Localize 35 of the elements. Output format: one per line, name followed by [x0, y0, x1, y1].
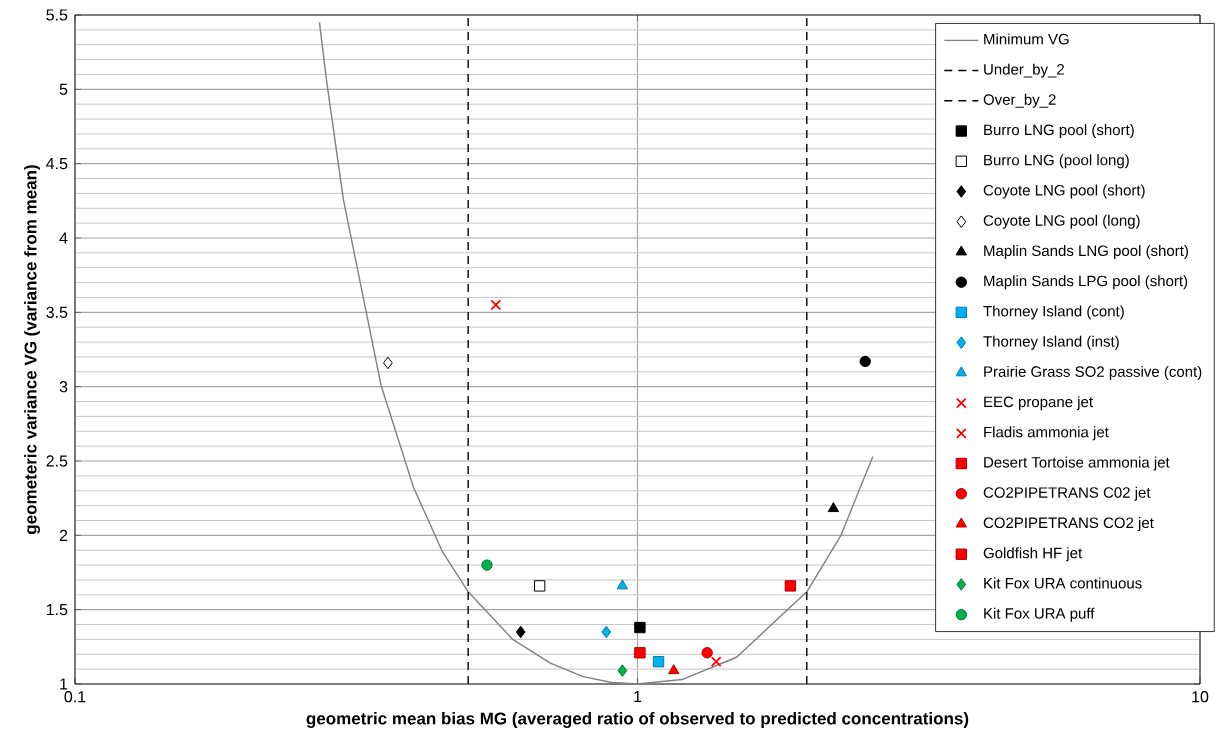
y-tick-label: 5	[59, 83, 68, 95]
legend-label: Fladis ammonia jet	[984, 426, 1109, 441]
legend-label: Thorney Island (inst)	[983, 335, 1119, 350]
y-tick-label: 5.5	[46, 9, 68, 21]
legend-label: Thorney Island (cont)	[983, 305, 1124, 320]
legend-label: Minimum VG	[984, 33, 1069, 45]
legend-label: Goldfish HF jet	[983, 547, 1083, 562]
legend-label: CO2PIPETRANS C02 jet	[983, 486, 1151, 501]
x-axis-title: geometric mean bias MG (averaged ratio of observed to predicted concentrations)	[306, 712, 969, 728]
x-tick-label: 0.1	[64, 691, 86, 703]
legend-label: Maplin Sands LNG pool (short)	[984, 245, 1188, 260]
legend-label: Under_by_2	[984, 63, 1064, 78]
legend-label: Kit Fox URA puff	[984, 607, 1095, 622]
y-tick-label: 3	[59, 380, 68, 393]
legend-label: Over_by_2	[983, 93, 1056, 108]
y-tick-label: 1.5	[46, 604, 68, 616]
y-axis-title: geometeric variance VG (variance from mean)	[24, 165, 41, 535]
y-tick-label: 1	[60, 678, 68, 690]
legend-label: Burro LNG pool (short)	[984, 124, 1134, 139]
y-tick-label: 2.5	[46, 455, 68, 467]
legend-label: Coyote LNG pool (long)	[983, 214, 1140, 229]
legend-label: Desert Tortoise ammonia jet	[984, 456, 1170, 471]
legend-label: CO2PIPETRANS CO2 jet	[983, 517, 1154, 532]
y-tick-label: 3.5	[46, 306, 68, 318]
y-tick-label: 4.5	[46, 158, 68, 170]
legend-label: Burro LNG (pool long)	[984, 154, 1129, 169]
x-tick-label: 1	[634, 691, 642, 703]
y-tick-label: 4	[59, 232, 68, 244]
legend-label: Kit Fox URA continuous	[984, 577, 1142, 589]
legend-label: EEC propane jet	[984, 396, 1093, 411]
y-tick-label: 2	[59, 529, 68, 541]
legend-label: Maplin Sands LPG pool (short)	[984, 275, 1188, 290]
x-tick-label: 10	[1192, 691, 1209, 703]
legend-label: Prairie Grass SO2 passive (cont)	[984, 365, 1202, 380]
legend-label: Coyote LNG pool (short)	[983, 184, 1145, 199]
